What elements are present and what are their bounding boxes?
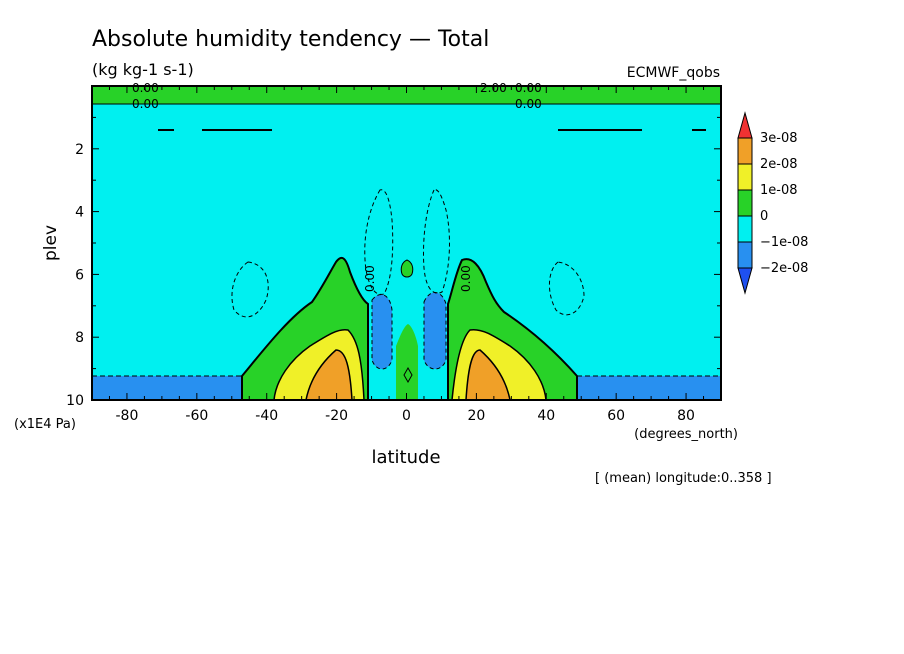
left-upper-dashed-contour	[364, 189, 394, 295]
x-tick-label: 0	[402, 408, 411, 424]
x-tick-label: 60	[607, 408, 625, 424]
legend-swatch	[737, 215, 753, 243]
legend-label: 3e-08	[760, 131, 798, 146]
color-legend: 3e-08 2e-08 1e-08 0 −1e-08 −2e-08	[737, 111, 808, 295]
right-side-dashed-contour	[549, 261, 585, 316]
contour-label: 0.00	[132, 97, 159, 111]
legend-label: −2e-08	[760, 261, 808, 276]
left-blue-minimum	[371, 294, 393, 370]
legend-swatch	[737, 111, 753, 139]
legend-swatch	[737, 189, 753, 217]
legend-swatch	[737, 267, 753, 295]
center-small-green-blob	[400, 259, 414, 278]
x-tick-label: -80	[116, 408, 139, 424]
x-tick-label: 20	[467, 408, 485, 424]
x-tick-label: -20	[325, 408, 348, 424]
right-upper-dashed-contour	[423, 189, 450, 294]
y-tick-label: 10	[66, 393, 84, 409]
legend-swatch	[737, 137, 753, 165]
contour-label: 0.00	[459, 265, 473, 292]
dataset-label: ECMWF_qobs	[627, 65, 720, 81]
y-tick-label: 4	[75, 205, 84, 221]
plot-area: 0.00 0.00 0.00 0.00 2.00 0.00 0.00 -80-6…	[66, 81, 722, 424]
y-axis-units: (x1E4 Pa)	[14, 417, 76, 432]
y-tick-label: 8	[75, 330, 84, 346]
lower-left-negative-region	[92, 376, 242, 400]
legend-label: 1e-08	[760, 183, 798, 198]
top-band	[92, 86, 721, 104]
x-axis-units: (degrees_north)	[634, 427, 738, 442]
legend-label: 2e-08	[760, 157, 798, 172]
right-orange-peak	[465, 349, 511, 401]
right-blue-minimum	[423, 292, 447, 370]
left-orange-peak	[305, 349, 353, 401]
y-axis-label: plev	[41, 225, 61, 261]
x-tick-label: -40	[255, 408, 278, 424]
x-tick-label: 40	[537, 408, 555, 424]
chart-units: (kg kg-1 s-1)	[92, 60, 194, 79]
contour-label: 2.00	[480, 81, 507, 95]
x-tick-label: 80	[677, 408, 695, 424]
center-small-diamond-contour	[403, 366, 413, 384]
footnote: [ (mean) longitude:0..358 ]	[595, 471, 772, 486]
y-tick-label: 6	[75, 267, 84, 283]
x-tick-label: -60	[185, 408, 208, 424]
y-tick-label: 2	[75, 142, 84, 158]
chart-title: Absolute humidity tendency — Total	[92, 27, 489, 52]
contour-label: 0.00	[363, 265, 377, 292]
legend-swatch	[737, 163, 753, 191]
contour-label: 0.00	[515, 97, 542, 111]
lower-right-negative-region	[577, 376, 721, 400]
left-side-dashed-contour	[231, 261, 269, 318]
center-green-spike	[396, 324, 418, 400]
legend-swatch	[737, 241, 753, 269]
x-axis-label: latitude	[371, 447, 440, 468]
axis-ticks: -80 -60 -40 -20 0 20 40 60 80 2 4 6 8 10	[66, 86, 721, 424]
legend-label: −1e-08	[760, 235, 808, 250]
contour-label: 0.00	[132, 81, 159, 95]
legend-label: 0	[760, 209, 768, 224]
